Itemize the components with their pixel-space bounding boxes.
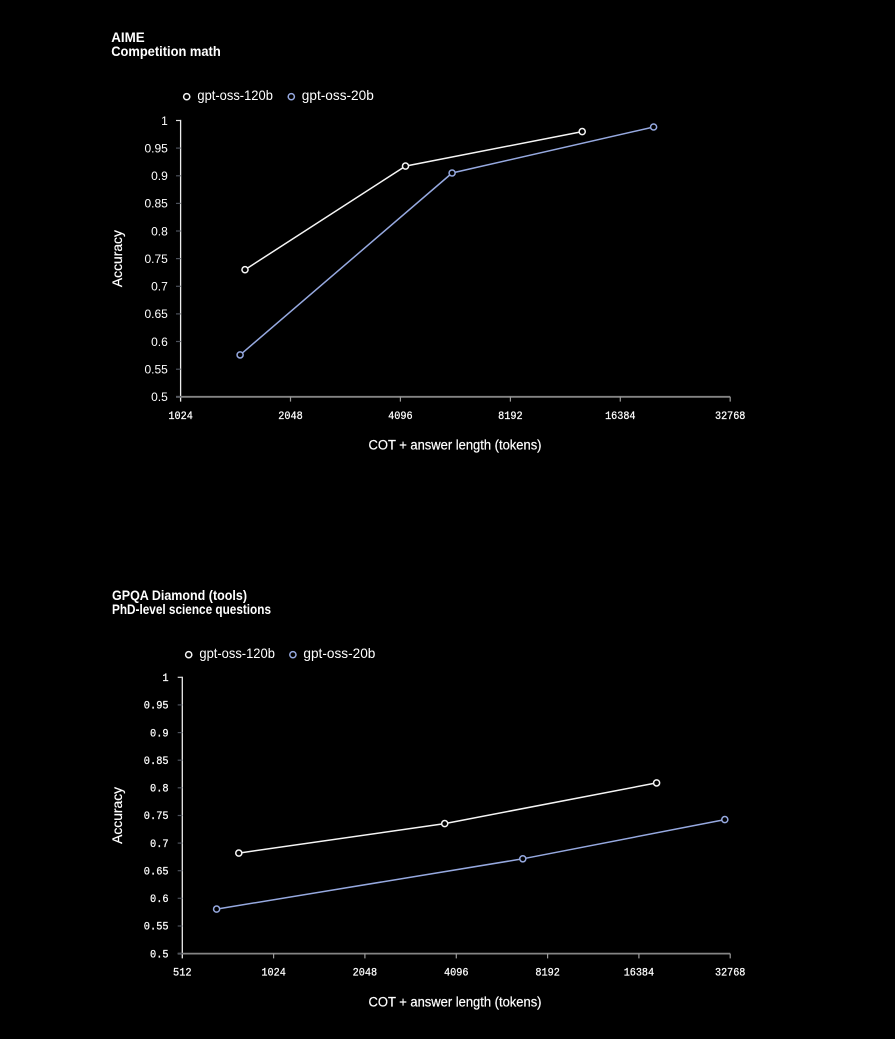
svg-text:1: 1 [161,114,168,128]
svg-text:4096: 4096 [388,411,413,423]
svg-text:8192: 8192 [535,968,560,980]
svg-text:gpt-oss-120b: gpt-oss-120b [197,87,273,103]
svg-text:0.8: 0.8 [150,784,169,796]
svg-text:2048: 2048 [278,411,303,423]
svg-text:32768: 32768 [715,411,745,423]
svg-text:0.85: 0.85 [144,756,169,768]
svg-text:0.55: 0.55 [144,363,168,377]
svg-text:0.7: 0.7 [151,280,168,294]
svg-text:0.8: 0.8 [151,224,168,238]
svg-text:0.65: 0.65 [144,866,169,878]
svg-text:Accuracy: Accuracy [110,787,125,844]
svg-text:0.75: 0.75 [144,811,169,823]
svg-text:0.9: 0.9 [151,169,168,183]
svg-text:gpt-oss-20b: gpt-oss-20b [303,645,375,661]
svg-text:8192: 8192 [498,411,523,423]
svg-text:0.7: 0.7 [150,839,169,851]
svg-text:gpt-oss-120b: gpt-oss-120b [199,645,275,661]
svg-text:4096: 4096 [444,968,469,980]
svg-text:1024: 1024 [168,411,193,423]
svg-text:0.55: 0.55 [144,922,169,934]
svg-text:0.65: 0.65 [144,307,168,321]
svg-text:512: 512 [173,968,192,980]
svg-text:0.95: 0.95 [144,141,168,155]
svg-text:0.95: 0.95 [144,701,169,713]
svg-text:16384: 16384 [624,968,655,980]
svg-text:gpt-oss-20b: gpt-oss-20b [302,87,374,103]
svg-text:GPQA Diamond (tools): GPQA Diamond (tools) [112,587,247,603]
svg-text:0.6: 0.6 [151,335,168,349]
svg-text:1024: 1024 [261,968,286,980]
svg-text:Competition math: Competition math [111,43,221,59]
svg-text:1: 1 [162,673,169,685]
svg-text:PhD-level science questions: PhD-level science questions [112,601,271,617]
svg-text:COT + answer length (tokens): COT + answer length (tokens) [369,438,542,453]
svg-text:0.5: 0.5 [150,949,169,961]
svg-text:0.75: 0.75 [144,252,168,266]
svg-text:0.5: 0.5 [151,390,168,404]
svg-text:0.9: 0.9 [150,728,169,740]
svg-text:0.6: 0.6 [150,894,169,906]
svg-text:16384: 16384 [605,411,636,423]
svg-text:0.85: 0.85 [144,197,168,211]
svg-text:AIME: AIME [111,29,145,45]
svg-text:Accuracy: Accuracy [110,230,125,287]
svg-text:2048: 2048 [353,968,378,980]
svg-text:32768: 32768 [715,968,745,980]
svg-text:COT + answer length (tokens): COT + answer length (tokens) [369,994,542,1009]
